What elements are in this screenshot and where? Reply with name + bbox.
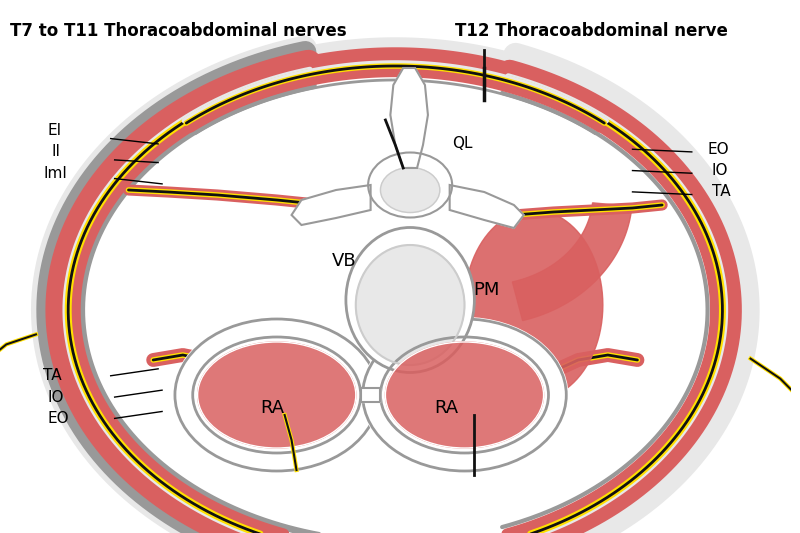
Text: TA: TA <box>43 368 62 383</box>
Ellipse shape <box>368 152 452 217</box>
Text: T7 to T11 Thoracoabdominal nerves: T7 to T11 Thoracoabdominal nerves <box>10 22 346 40</box>
Text: PM: PM <box>473 281 499 300</box>
Polygon shape <box>512 203 632 320</box>
Ellipse shape <box>356 245 465 365</box>
Text: ImI: ImI <box>43 166 67 181</box>
Ellipse shape <box>193 337 361 453</box>
Ellipse shape <box>386 342 543 448</box>
Ellipse shape <box>370 327 558 463</box>
Ellipse shape <box>175 319 378 471</box>
Text: IO: IO <box>47 390 64 405</box>
Ellipse shape <box>346 228 474 373</box>
Polygon shape <box>465 210 603 400</box>
Text: EO: EO <box>708 142 730 157</box>
Text: T12 Thoracoabdominal nerve: T12 Thoracoabdominal nerve <box>454 22 727 40</box>
Text: TA: TA <box>711 184 730 199</box>
Text: EO: EO <box>47 411 69 426</box>
Text: QL: QL <box>452 136 473 151</box>
Text: EI: EI <box>47 123 62 138</box>
Polygon shape <box>450 185 524 228</box>
Text: II: II <box>51 144 60 159</box>
Text: IO: IO <box>711 163 728 178</box>
Text: VB: VB <box>332 252 356 270</box>
Ellipse shape <box>381 337 549 453</box>
Polygon shape <box>390 68 428 168</box>
Ellipse shape <box>183 327 370 463</box>
Ellipse shape <box>381 167 440 213</box>
Text: RA: RA <box>434 399 458 417</box>
Ellipse shape <box>362 319 566 471</box>
Ellipse shape <box>198 342 356 448</box>
Polygon shape <box>291 185 370 225</box>
Text: RA: RA <box>261 399 285 417</box>
